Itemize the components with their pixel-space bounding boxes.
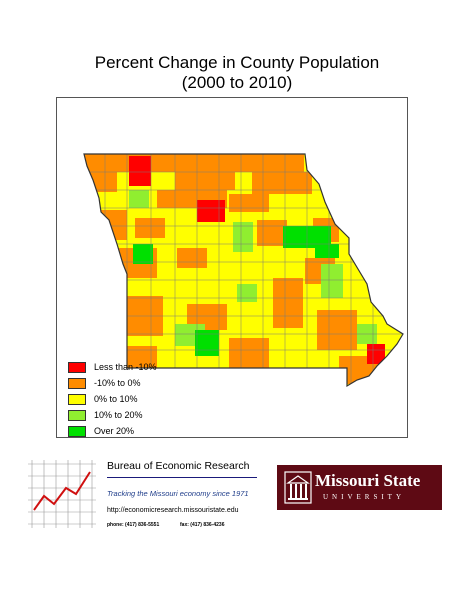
- legend-label: -10% to 0%: [94, 378, 141, 388]
- legend-item: 0% to 10%: [68, 394, 228, 407]
- ber-title: Bureau of Economic Research: [107, 460, 250, 472]
- ber-chart-logo: [24, 458, 100, 532]
- missouri-county-map: [83, 153, 404, 388]
- legend-item: Less than -10%: [68, 362, 228, 375]
- legend-swatch: [68, 362, 86, 373]
- msu-name: Missouri State: [315, 471, 421, 490]
- legend-swatch: [68, 426, 86, 437]
- ber-fax: fax: (417) 836-4236: [180, 522, 225, 528]
- legend-label: Over 20%: [94, 426, 135, 436]
- legend-item: -10% to 0%: [68, 378, 228, 391]
- legend-swatch: [68, 378, 86, 389]
- ber-phone: phone: (417) 836-5551: [107, 522, 160, 528]
- msu-subtitle: UNIVERSITY: [323, 493, 405, 501]
- legend-item: Over 20%: [68, 426, 228, 439]
- ber-url-link[interactable]: http://economicresearch.missouristate.ed…: [107, 507, 239, 514]
- ber-divider: [107, 477, 257, 478]
- building-crest-icon: [283, 470, 313, 505]
- legend-swatch: [68, 394, 86, 405]
- legend-item: 10% to 20%: [68, 410, 228, 423]
- legend-label: 10% to 20%: [94, 410, 143, 420]
- ber-tagline: Tracking the Missouri economy since 1971: [107, 489, 249, 498]
- map-subtitle: (2000 to 2010): [181, 73, 293, 92]
- legend-label: 0% to 10%: [94, 394, 138, 404]
- map-frame: [56, 97, 408, 438]
- missouri-state-outline: [83, 153, 404, 388]
- legend-label: Less than -10%: [94, 362, 157, 372]
- map-title: Percent Change in County Population: [94, 53, 380, 72]
- msu-logo: Missouri State UNIVERSITY: [277, 465, 442, 510]
- legend-swatch: [68, 410, 86, 421]
